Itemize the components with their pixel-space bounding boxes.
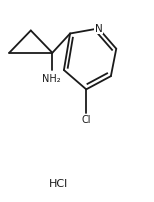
Text: NH₂: NH₂ [42, 74, 61, 84]
Text: N: N [95, 24, 102, 34]
Text: HCl: HCl [49, 178, 68, 188]
Text: Cl: Cl [81, 115, 91, 125]
